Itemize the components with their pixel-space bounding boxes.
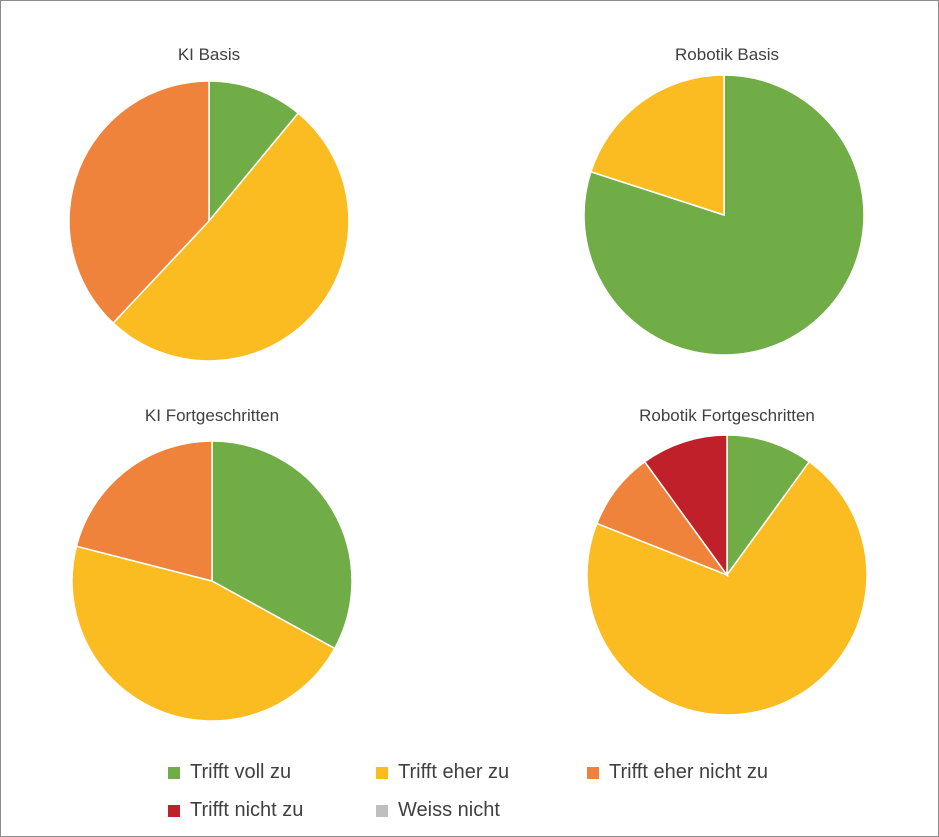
pie-slice-4-trifft-eher-zu: [586, 460, 868, 716]
pie-slice-1-trifft-eher-nicht-zu: [68, 80, 210, 325]
pie-slice-4-trifft-voll-zu: [726, 434, 811, 578]
legend-label: Trifft nicht zu: [190, 799, 304, 821]
legend-label: Trifft eher zu: [398, 761, 510, 783]
pie-slice-1-trifft-voll-zu: [208, 80, 300, 224]
pie-slice-4-trifft-eher-nicht-zu: [595, 460, 730, 577]
legend-swatch: [376, 804, 388, 817]
legend-swatch: [168, 766, 180, 779]
legend-label: Weiss nicht: [398, 799, 500, 821]
legend-swatch: [587, 766, 599, 779]
legend-item-trifft-eher-zu: Trifft eher zu: [376, 761, 509, 784]
chart-title-robotik-basis: Robotik Basis: [675, 45, 779, 64]
pie-slice-3-trifft-voll-zu: [211, 440, 353, 650]
legend-item-trifft-eher-nicht-zu: Trifft eher nicht zu: [587, 761, 768, 784]
legend-swatch: [168, 804, 180, 817]
chart-title-robotik-fortgeschritten: Robotik Fortgeschritten: [639, 406, 815, 425]
legend-item-trifft-nicht-zu: Trifft nicht zu: [168, 799, 303, 822]
legend-label: Trifft eher nicht zu: [609, 761, 768, 783]
legend-item-weiss-nicht: Weiss nicht: [376, 799, 500, 822]
legend-label: Trifft voll zu: [190, 761, 292, 783]
pie-slice-2-trifft-eher-zu: [589, 74, 725, 217]
legend-item-trifft-voll-zu: Trifft voll zu: [168, 761, 291, 784]
pie-slice-4-trifft-nicht-zu: [643, 434, 728, 578]
chart-title-ki-fortgeschritten: KI Fortgeschritten: [144, 406, 280, 425]
pie-slice-3-trifft-eher-zu: [71, 545, 336, 722]
pie-slice-1-trifft-eher-zu: [112, 112, 350, 362]
pie-slice-3-trifft-eher-nicht-zu: [75, 440, 213, 582]
chart-title-ki-basis: KI Basis: [177, 45, 241, 64]
legend-swatch: [376, 766, 388, 779]
